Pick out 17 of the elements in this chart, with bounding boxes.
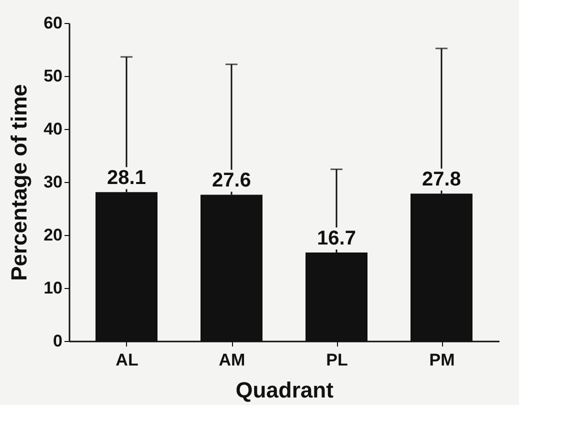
y-tick-label: 50	[44, 66, 62, 86]
y-tick-label: 60	[44, 14, 62, 32]
data-label: 27.6	[212, 170, 251, 192]
y-tick-label: 40	[44, 120, 62, 138]
data-label: 16.7	[317, 227, 356, 250]
y-tick-label: 10	[44, 278, 62, 298]
x-tick-label: AM	[218, 350, 246, 370]
y-tick-label: 30	[44, 172, 62, 192]
data-label: 28.1	[107, 167, 146, 190]
x-tick-label: PL	[326, 350, 348, 370]
x-tick-label: AL	[116, 350, 138, 370]
y-tick-label: 0	[53, 332, 62, 350]
x-tick-label: PM	[429, 350, 455, 370]
data-label: 27.8	[422, 168, 461, 191]
y-axis-title: Percentage of time	[6, 84, 32, 281]
y-tick-label: 20	[44, 226, 62, 244]
x-axis-title: Quadrant	[236, 378, 334, 402]
